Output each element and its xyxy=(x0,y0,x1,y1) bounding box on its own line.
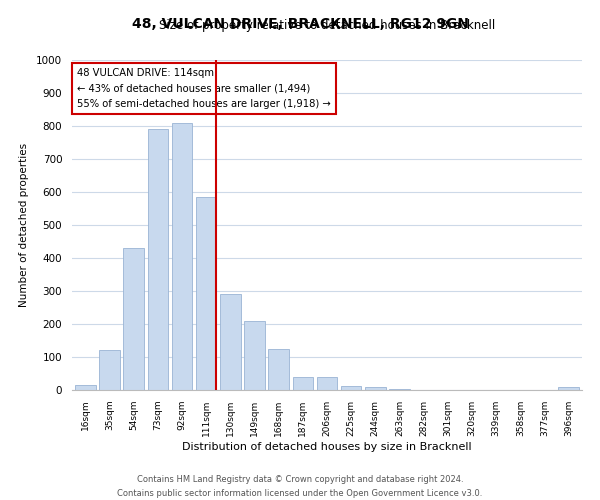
Bar xyxy=(365,388,386,390)
Bar xyxy=(99,350,120,390)
Bar xyxy=(75,385,95,390)
Text: Contains HM Land Registry data © Crown copyright and database right 2024.
Contai: Contains HM Land Registry data © Crown c… xyxy=(118,476,482,498)
Text: 48 VULCAN DRIVE: 114sqm
← 43% of detached houses are smaller (1,494)
55% of semi: 48 VULCAN DRIVE: 114sqm ← 43% of detache… xyxy=(77,68,331,110)
Bar xyxy=(148,130,168,390)
Bar xyxy=(244,320,265,390)
X-axis label: Distribution of detached houses by size in Bracknell: Distribution of detached houses by size … xyxy=(182,442,472,452)
Bar xyxy=(317,377,337,390)
Y-axis label: Number of detached properties: Number of detached properties xyxy=(19,143,29,307)
Title: Size of property relative to detached houses in Bracknell: Size of property relative to detached ho… xyxy=(159,20,495,32)
Text: 48, VULCAN DRIVE, BRACKNELL, RG12 9GN: 48, VULCAN DRIVE, BRACKNELL, RG12 9GN xyxy=(131,18,469,32)
Bar xyxy=(389,389,410,390)
Bar xyxy=(220,294,241,390)
Bar xyxy=(172,122,192,390)
Bar xyxy=(293,377,313,390)
Bar xyxy=(196,197,217,390)
Bar xyxy=(268,349,289,390)
Bar xyxy=(559,388,579,390)
Bar xyxy=(341,386,361,390)
Bar xyxy=(124,248,144,390)
